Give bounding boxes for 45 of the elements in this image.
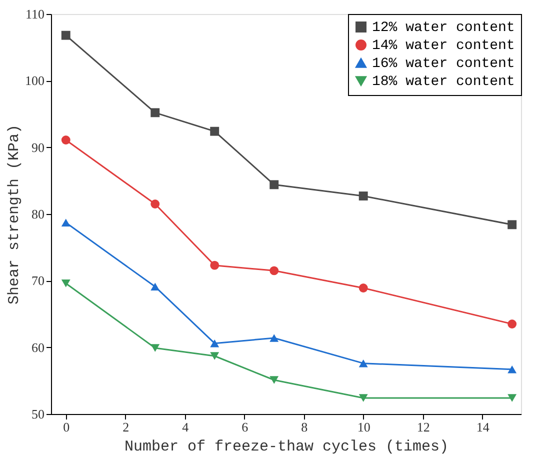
point	[358, 359, 368, 368]
point	[210, 352, 220, 360]
point	[150, 344, 160, 352]
point	[210, 126, 220, 136]
point	[61, 218, 70, 227]
point	[270, 334, 279, 342]
point	[508, 365, 517, 374]
y-tick-label: 90	[32, 140, 44, 155]
point	[150, 200, 160, 208]
x-tick-label: 14	[476, 420, 490, 434]
y-tick-label: 100	[25, 73, 44, 88]
x-tick-label: 6	[242, 420, 249, 434]
legend-label: 14% water content	[372, 38, 515, 54]
point	[210, 339, 220, 348]
point	[358, 284, 368, 292]
point	[358, 394, 368, 402]
point	[150, 282, 160, 291]
x-tick-label: 4	[182, 420, 190, 434]
x-tick-label: 12	[416, 420, 430, 434]
point	[508, 220, 517, 230]
legend-label: 12% water content	[372, 20, 515, 36]
point	[270, 180, 279, 190]
y-axis-title: Shear strength (KPa)	[6, 124, 23, 305]
y-tick-label: 60	[32, 340, 44, 355]
point	[270, 376, 279, 384]
x-tick-label: 8	[301, 420, 308, 434]
point	[358, 192, 368, 200]
point	[61, 279, 70, 288]
y-tick-label: 50	[32, 406, 44, 422]
y-tick-label: 70	[32, 273, 44, 288]
legend-label: 16% water content	[372, 56, 515, 72]
point	[210, 260, 220, 270]
y-tick-label: 110	[25, 6, 44, 22]
x-tick-label: 10	[357, 420, 370, 434]
point	[61, 30, 70, 40]
point	[508, 394, 517, 402]
x-tick-label: 2	[122, 420, 130, 434]
y-tick-label: 80	[32, 206, 44, 222]
x-axis-title: Number of freeze-thaw cycles (times)	[124, 438, 449, 456]
point	[150, 108, 160, 118]
point	[270, 266, 279, 276]
x-tick-label: 0	[63, 420, 70, 434]
legend-label: 18% water content	[372, 74, 515, 90]
point	[508, 320, 517, 328]
point	[61, 136, 70, 144]
